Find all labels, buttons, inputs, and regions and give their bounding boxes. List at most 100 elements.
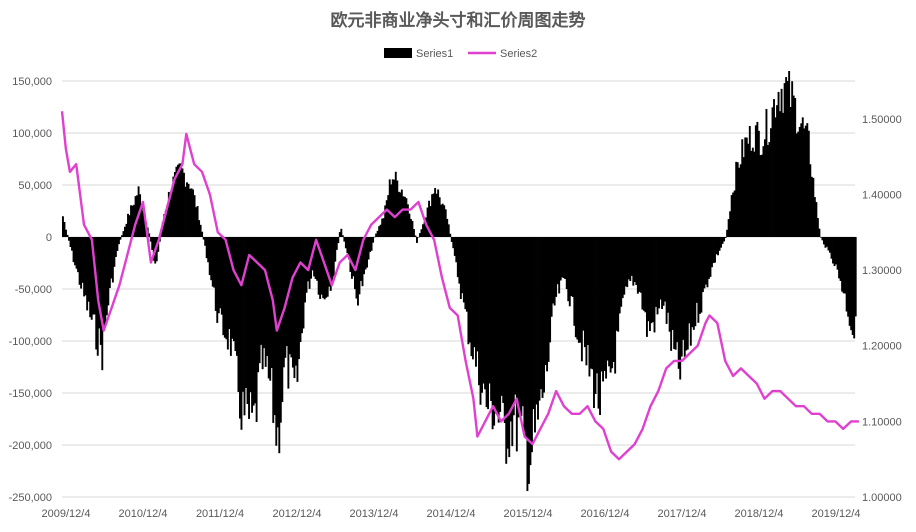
series1-bar	[393, 179, 396, 237]
series1-bar	[429, 206, 432, 237]
series1-bar	[320, 237, 323, 295]
series1-bar	[464, 237, 467, 310]
x-tick-label: 2016/12/4	[581, 508, 630, 520]
series1-bar	[770, 128, 772, 237]
series1-bar	[288, 237, 291, 355]
y-axis-right: 1.50000 1.40000 1.30000 1.20000 1.10000 1.000…	[862, 114, 902, 504]
series1-bar	[526, 237, 529, 492]
y-left-tick-label: -250,000	[9, 492, 52, 504]
series1-bar	[425, 217, 427, 237]
series1-bar	[195, 207, 198, 237]
series1-bar	[600, 237, 603, 372]
series1-bar	[217, 237, 220, 314]
series1-bar	[204, 237, 207, 246]
series1-bar	[571, 237, 574, 297]
series1-bar	[78, 237, 81, 285]
series1-bar	[267, 237, 270, 379]
series1-bar	[281, 237, 284, 403]
series1-bar	[842, 237, 845, 294]
series1-bar	[220, 237, 223, 315]
series1-bar	[378, 226, 381, 237]
x-tick-label: 2017/12/4	[658, 508, 707, 520]
series1-bar	[358, 237, 361, 295]
series1-bar	[759, 155, 762, 237]
series1-bar	[615, 237, 618, 331]
series1-bar	[645, 237, 648, 337]
series1-bar	[478, 237, 480, 386]
series1-bar	[119, 237, 122, 240]
series1-bar	[210, 237, 213, 281]
series1-bar	[205, 237, 208, 259]
series1-bar	[524, 237, 527, 438]
series1-bar	[735, 161, 738, 237]
series1-bar	[644, 237, 647, 313]
series1-bar	[222, 237, 225, 336]
series1-bar	[296, 237, 299, 382]
series1-bar	[738, 167, 741, 237]
series1-bar	[450, 237, 453, 242]
legend-label-series1: Series1	[416, 48, 453, 60]
series1-bar	[530, 237, 533, 453]
series1-bar	[403, 196, 406, 237]
series1-bar	[830, 237, 833, 259]
series1-bar	[426, 207, 429, 237]
series1-bar	[166, 204, 169, 237]
series1-bar	[801, 117, 804, 237]
series1-bar	[826, 237, 828, 247]
series1-bar	[317, 237, 320, 295]
series1-bar	[314, 237, 317, 279]
series1-bar	[827, 237, 830, 251]
series1-bar	[462, 237, 465, 303]
series1-bar	[668, 237, 671, 332]
series1-bar	[261, 237, 264, 370]
series1-bar	[521, 237, 524, 407]
series1-bar	[113, 237, 116, 267]
series1-bar	[806, 123, 809, 237]
series1-bar	[506, 237, 509, 449]
series1-bar	[470, 237, 473, 357]
series1-bar	[511, 237, 514, 447]
series1-bar	[818, 228, 821, 237]
series1-bar	[503, 237, 506, 423]
series1-bar	[529, 237, 532, 466]
series1-bar	[703, 237, 706, 289]
series1-bar	[435, 193, 438, 237]
series1-bar	[742, 157, 745, 237]
series1-bar	[736, 162, 739, 237]
x-tick-label: 2010/12/4	[119, 508, 168, 520]
series1-bar	[71, 237, 73, 251]
series1-bar	[816, 218, 819, 237]
series1-bar	[142, 211, 145, 237]
series1-bar	[704, 237, 707, 285]
series1-bar	[573, 237, 576, 326]
series1-bar	[845, 237, 848, 312]
series1-bar	[360, 237, 362, 281]
series1-bar	[95, 237, 98, 350]
series1-bar	[714, 237, 716, 263]
series1-bar	[797, 131, 800, 237]
series1-bar	[239, 237, 241, 419]
series1-bar	[394, 171, 397, 237]
series1-bar	[517, 237, 520, 418]
series1-bar	[744, 137, 747, 237]
series1-bar	[612, 237, 615, 363]
series1-bar	[602, 237, 605, 382]
series1-bar	[164, 210, 167, 237]
series1-bar	[307, 237, 309, 282]
series1-bar	[98, 237, 101, 329]
series1-bar	[788, 71, 791, 237]
y-left-tick-label: -200,000	[9, 440, 52, 452]
series1-bar	[626, 237, 629, 288]
series1-bar	[481, 237, 483, 393]
series1-bar	[370, 237, 373, 251]
series1-bar	[258, 237, 261, 364]
series1-bar	[748, 125, 751, 237]
series1-bar	[69, 237, 72, 247]
series1-bar	[535, 237, 538, 405]
series1-bar	[546, 237, 549, 372]
series1-bar	[255, 237, 258, 423]
series1-bar	[328, 237, 331, 287]
series1-bar	[431, 194, 434, 237]
series1-bar	[127, 213, 129, 237]
